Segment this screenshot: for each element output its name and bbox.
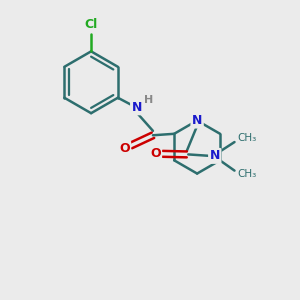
Text: N: N	[192, 114, 202, 127]
Text: O: O	[150, 147, 160, 160]
Text: CH₃: CH₃	[238, 133, 257, 143]
Text: CH₃: CH₃	[238, 169, 257, 179]
Text: H: H	[145, 95, 154, 105]
Text: Cl: Cl	[85, 18, 98, 32]
Text: N: N	[210, 149, 220, 162]
Text: O: O	[119, 142, 130, 155]
Text: N: N	[132, 101, 142, 114]
